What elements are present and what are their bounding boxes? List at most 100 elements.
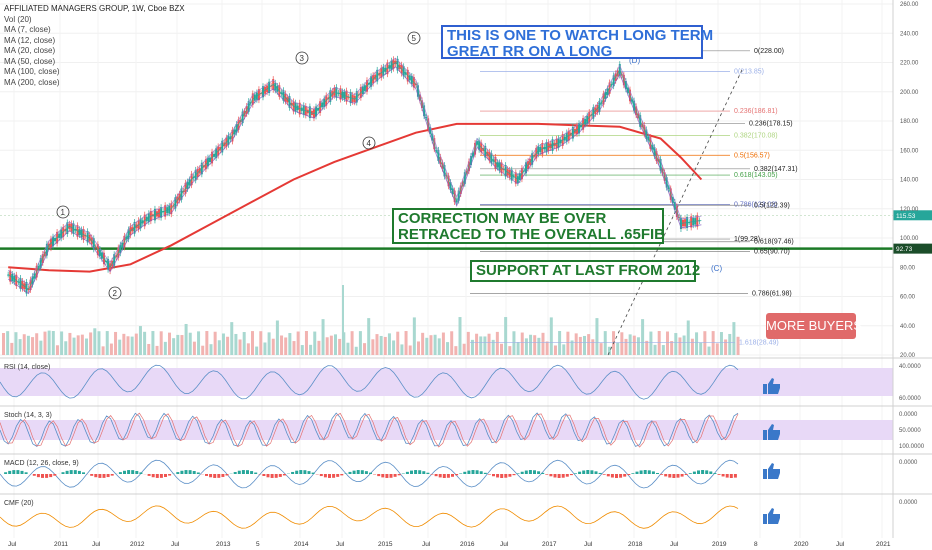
support-note: SUPPORT AT LAST FROM 2012 bbox=[470, 260, 700, 282]
volume-bar bbox=[699, 342, 703, 355]
macd-histogram-bar bbox=[537, 471, 541, 474]
volume-bar bbox=[271, 338, 275, 355]
volume-bar bbox=[583, 335, 586, 355]
indicator-panes: RSI (14, close) 40.0000 60.0000 Stoch (14, … bbox=[0, 357, 932, 529]
volume-bar bbox=[296, 331, 300, 355]
macd-histogram-bar bbox=[188, 470, 192, 474]
y-tick-label: 120.00 bbox=[900, 207, 919, 213]
y-tick-label: 180.00 bbox=[900, 119, 919, 125]
support-price-tag bbox=[893, 243, 932, 254]
volume-bar bbox=[408, 345, 412, 355]
volume-bar bbox=[574, 333, 578, 355]
macd-histogram-bar bbox=[246, 470, 249, 474]
macd-histogram-bar bbox=[241, 470, 245, 474]
volume-bar bbox=[217, 340, 221, 355]
x-tick-label: Jul bbox=[500, 541, 509, 548]
volume-bar bbox=[230, 322, 234, 355]
macd-histogram-bar bbox=[520, 471, 524, 474]
volume-bar bbox=[22, 334, 26, 355]
macd-histogram-bar bbox=[639, 470, 643, 474]
volume-bar bbox=[636, 337, 640, 355]
volume-bar bbox=[72, 337, 76, 355]
volume-bar bbox=[487, 333, 491, 355]
volume-bar bbox=[620, 332, 624, 355]
macd-histogram-bar bbox=[733, 474, 737, 478]
volume-bar bbox=[421, 332, 425, 355]
volume-bar bbox=[524, 338, 528, 355]
indicator-title: CMF (20) bbox=[4, 500, 34, 507]
volume-bar bbox=[462, 343, 466, 355]
volume-bar bbox=[317, 340, 321, 355]
volume-bar bbox=[732, 322, 736, 355]
macd-histogram-bar bbox=[159, 474, 163, 478]
macd-histogram-bar bbox=[569, 474, 573, 476]
macd-histogram-bar bbox=[381, 474, 385, 478]
macd-histogram-bar bbox=[631, 473, 635, 474]
macd-histogram-bar bbox=[196, 472, 200, 474]
volume-bar bbox=[47, 330, 51, 355]
thumbs-up-icon bbox=[762, 422, 782, 442]
macd-histogram-bar bbox=[299, 470, 303, 474]
x-tick-label: 2012 bbox=[130, 541, 145, 548]
volume-bar bbox=[690, 338, 694, 355]
volume-bar bbox=[97, 331, 101, 355]
macd-histogram-bar bbox=[688, 473, 692, 474]
volume-bar bbox=[603, 331, 607, 355]
macd-histogram-bar bbox=[385, 474, 389, 478]
volume-bar bbox=[288, 333, 292, 355]
macd-histogram-bar bbox=[496, 474, 500, 478]
macd-histogram-bar bbox=[213, 474, 217, 478]
volume-bar bbox=[263, 342, 267, 355]
volume-bar bbox=[122, 333, 126, 355]
volume-bar bbox=[624, 338, 628, 355]
x-tick-label: Jul bbox=[422, 541, 431, 548]
volume-bar bbox=[89, 332, 93, 355]
ma-line bbox=[7, 66, 702, 295]
macd-histogram-bar bbox=[135, 470, 139, 474]
macd-histogram-bar bbox=[590, 470, 594, 474]
macd-histogram-bar bbox=[668, 474, 672, 478]
volume-bar bbox=[309, 344, 313, 355]
volume-bar bbox=[363, 343, 367, 355]
volume-bar bbox=[450, 331, 454, 355]
volume-bar bbox=[512, 331, 516, 355]
y-tick-label: 140.00 bbox=[900, 178, 919, 184]
macd-histogram-bar bbox=[533, 470, 536, 474]
macd-histogram-bar bbox=[504, 474, 508, 478]
volume-bar bbox=[396, 331, 400, 355]
volume-bar bbox=[686, 320, 690, 355]
x-tick-label: 2016 bbox=[460, 541, 475, 548]
volume-bar bbox=[201, 345, 205, 355]
volume-bar bbox=[446, 342, 450, 355]
volume-bar bbox=[566, 331, 570, 355]
fib-label: 0.236(186.81) bbox=[734, 108, 778, 115]
fib-label: 1(99.28) bbox=[734, 236, 760, 243]
macd-histogram-bar bbox=[438, 474, 442, 478]
volume-bar bbox=[14, 332, 18, 355]
volume-bar bbox=[587, 334, 591, 355]
fib-label: 0.786(61.98) bbox=[752, 291, 792, 298]
volume-bar bbox=[516, 342, 520, 355]
volume-bar bbox=[342, 285, 344, 355]
volume-bar bbox=[176, 334, 180, 355]
x-tick-label: 5 bbox=[256, 541, 260, 548]
volume-bar bbox=[255, 346, 259, 355]
macd-histogram-bar bbox=[20, 470, 24, 474]
macd-histogram-bar bbox=[377, 474, 381, 477]
macd-histogram-bar bbox=[274, 474, 278, 478]
macd-histogram-bar bbox=[127, 470, 131, 474]
indicator-title: RSI (14, close) bbox=[4, 364, 50, 371]
volume-bar bbox=[280, 335, 284, 355]
volume-bar bbox=[354, 346, 358, 355]
macd-histogram-bar bbox=[336, 474, 340, 477]
volume-bar bbox=[172, 338, 176, 355]
x-tick-label: 2020 bbox=[794, 541, 809, 548]
volume-bar bbox=[641, 319, 645, 355]
volume-bar bbox=[43, 331, 47, 355]
x-tick-label: 2021 bbox=[876, 541, 891, 548]
macd-histogram-bar bbox=[110, 474, 114, 476]
y-tick-label: 80.00 bbox=[900, 265, 916, 271]
volume-bar bbox=[545, 341, 549, 355]
volume-bar bbox=[433, 334, 437, 355]
